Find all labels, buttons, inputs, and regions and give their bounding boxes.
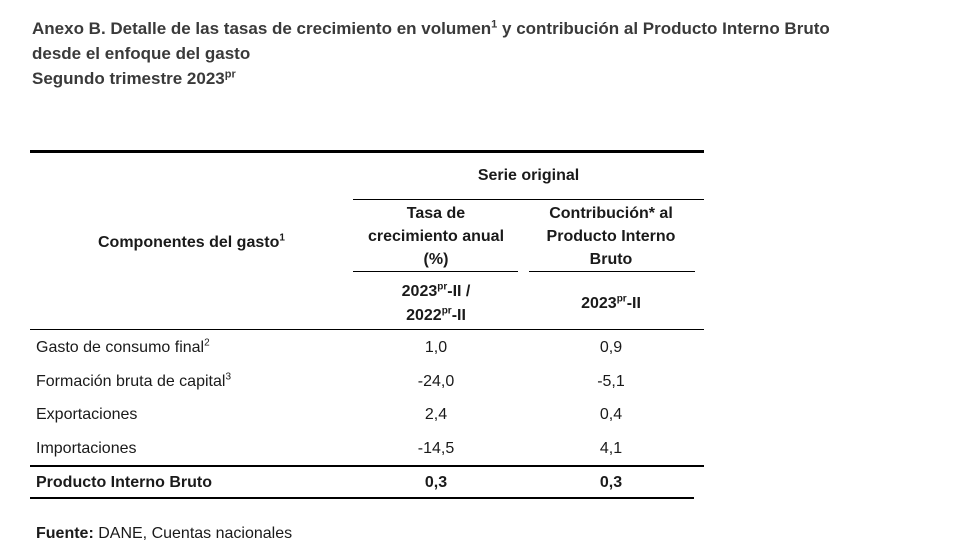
table-row-growth: -24,0 [417, 373, 455, 390]
group-header: Serie original [477, 167, 580, 184]
table-row-label: Formación bruta de capital3 [36, 371, 231, 390]
col1-header-line-3: (%) [423, 251, 449, 268]
total-row-contribution: 0,3 [599, 474, 623, 491]
group-header-underline [353, 199, 704, 200]
table-bottom-rule [30, 497, 694, 499]
col2-header-underline [529, 271, 695, 272]
table-row-contribution: 0,9 [599, 339, 623, 356]
source-note: Fuente: DANE, Cuentas nacionales [36, 524, 292, 544]
total-row-label: Producto Interno Bruto [36, 474, 212, 491]
col1-header-underline [353, 271, 518, 272]
table-row-growth: 2,4 [424, 406, 448, 423]
row-header: Componentes del gasto1 [98, 232, 285, 251]
col1-header-line-2: crecimiento anual [367, 228, 505, 245]
col1-period-line-2: 2022pr-II [406, 305, 466, 324]
total-top-rule [30, 465, 704, 467]
table-row-label: Exportaciones [36, 406, 138, 423]
col1-period-line-1: 2023pr-II / [401, 281, 471, 300]
table-row-contribution: 0,4 [599, 406, 623, 423]
source-label: Fuente: [36, 525, 94, 542]
title-line-3: Segundo trimestre 2023pr [32, 68, 236, 88]
header-bottom-rule [30, 329, 704, 330]
table-row-label: Importaciones [36, 440, 137, 457]
page-title: Anexo B. Detalle de las tasas de crecimi… [32, 16, 952, 91]
col2-header-line-2: Producto Interno [546, 228, 676, 245]
title-line-2: desde el enfoque del gasto [32, 44, 251, 63]
total-row-growth: 0,3 [424, 474, 448, 491]
table-row-label: Gasto de consumo final2 [36, 337, 210, 356]
table-row-contribution: 4,1 [599, 440, 623, 457]
col2-header-line-3: Bruto [589, 251, 633, 268]
title-footnote-marker: 1 [491, 18, 498, 31]
table-row-growth: -14,5 [417, 440, 455, 457]
source-text: DANE, Cuentas nacionales [93, 525, 293, 542]
table-row-contribution: -5,1 [597, 373, 625, 390]
col2-period: 2023pr-II [581, 293, 641, 312]
title-line-1: Anexo B. Detalle de las tasas de crecimi… [32, 18, 830, 38]
table-top-rule [30, 150, 704, 153]
col1-header-line-1: Tasa de [406, 205, 466, 222]
table-row-growth: 1,0 [424, 339, 448, 356]
col2-header-line-1: Contribución* al [549, 205, 673, 222]
